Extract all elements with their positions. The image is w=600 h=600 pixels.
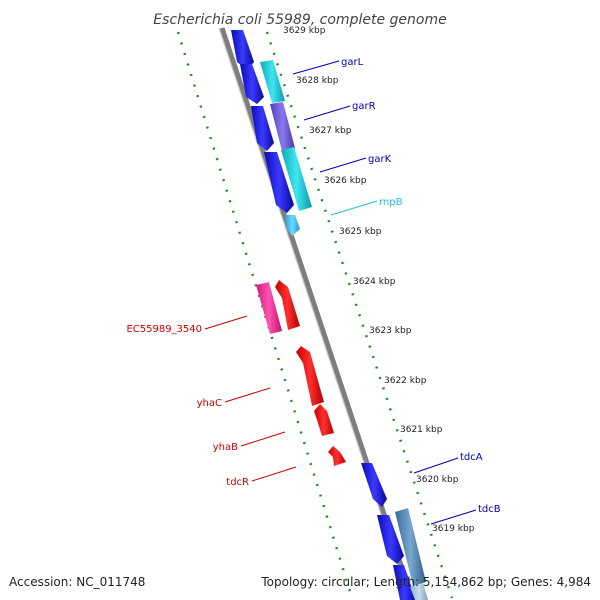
gene-label-garK[interactable]: garK <box>368 154 392 165</box>
genome-summary-text: Topology: circular; Length: 5,154,862 bp… <box>260 575 591 589</box>
kbp-label: 3622 kbp <box>384 376 427 386</box>
gene-label-tdcA[interactable]: tdcA <box>460 452 483 463</box>
kbp-label: 3623 kbp <box>369 326 412 336</box>
cds-garR[interactable] <box>270 102 295 151</box>
cds-EC55989_3540[interactable] <box>256 282 282 334</box>
cds-garK[interactable] <box>281 147 312 211</box>
cds-reverse[interactable] <box>275 280 300 330</box>
gene-label-EC55989_3540[interactable]: EC55989_3540 <box>126 324 202 335</box>
genome-backbone-highlight <box>218 27 410 599</box>
cds-reverse[interactable] <box>296 346 324 406</box>
gene-label-garR[interactable]: garR <box>352 101 376 112</box>
accession-text: Accession: NC_011748 <box>9 575 145 589</box>
kbp-label: 3625 kbp <box>339 227 382 237</box>
kbp-scale: 3629 kbp 3628 kbp 3627 kbp 3626 kbp 3625… <box>283 26 475 534</box>
gene-leaders <box>204 60 477 525</box>
kbp-label: 3619 kbp <box>432 524 475 534</box>
cds-forward[interactable] <box>361 463 387 507</box>
genome-title: Escherichia coli 55989, complete genome <box>153 12 446 28</box>
gene-labels: garL garR garK rnpB EC55989_3540 yhaC yh… <box>126 57 500 515</box>
gene-label-yhaC[interactable]: yhaC <box>197 398 222 409</box>
kbp-label: 3627 kbp <box>309 126 352 136</box>
right-tick-track <box>265 31 454 599</box>
genome-backbone <box>219 27 415 599</box>
kbp-label: 3626 kbp <box>324 176 367 186</box>
kbp-label: 3620 kbp <box>416 475 459 485</box>
cds-reverse[interactable] <box>314 404 334 436</box>
gene-label-rnpB[interactable]: rnpB <box>379 197 403 208</box>
cds-forward[interactable] <box>410 583 428 600</box>
gene-label-tdcB[interactable]: tdcB <box>478 504 501 515</box>
cds-forward[interactable] <box>240 64 264 104</box>
cds-forward[interactable] <box>377 515 404 564</box>
cds-reverse[interactable] <box>328 446 346 466</box>
cds-tdcB[interactable] <box>395 508 426 586</box>
kbp-label: 3621 kbp <box>400 425 443 435</box>
cds-forward[interactable] <box>231 30 254 70</box>
gene-label-yhaB[interactable]: yhaB <box>213 442 238 453</box>
kbp-label: 3628 kbp <box>296 76 339 86</box>
kbp-label: 3624 kbp <box>353 277 396 287</box>
cds-forward[interactable] <box>251 106 274 151</box>
kbp-label: 3629 kbp <box>283 26 326 36</box>
gene-label-garL[interactable]: garL <box>341 57 364 68</box>
cds-garL[interactable] <box>260 60 285 103</box>
cds-forward[interactable] <box>393 565 416 600</box>
cds-forward[interactable] <box>264 152 294 213</box>
gene-label-tdcR[interactable]: tdcR <box>226 477 249 488</box>
cds-rnpB[interactable] <box>285 215 300 236</box>
